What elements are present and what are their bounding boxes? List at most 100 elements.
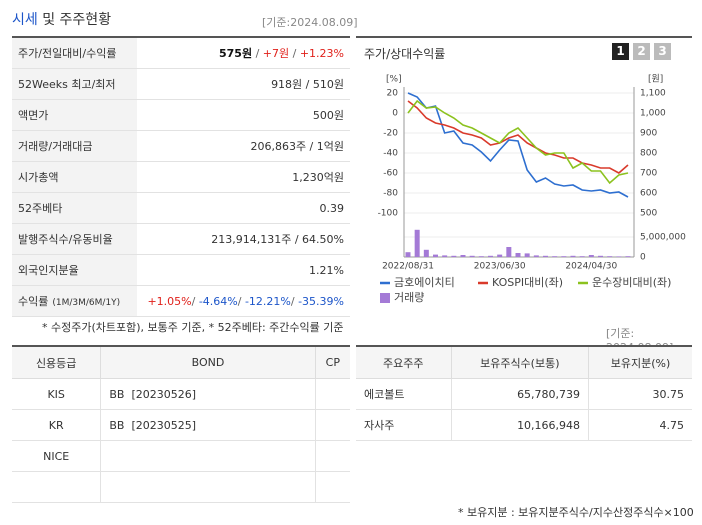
table-cell [100, 471, 316, 503]
value-part: -4.64% [198, 294, 238, 308]
volume-bar [561, 256, 567, 257]
row-value: 575원 / +7원 / +1.23% [137, 37, 350, 69]
row-value: +1.05%/ -4.64%/ -12.21%/ -35.39% [137, 285, 350, 317]
y2-tick-label: 800 [640, 149, 657, 159]
header-cell: CP [314, 346, 350, 379]
row-value: 0.39 [137, 192, 350, 224]
table-row: KIS BB [20230526] [12, 378, 350, 410]
legend-label: 거래량 [394, 291, 424, 304]
volume-bar [533, 255, 539, 257]
table-cell [314, 471, 350, 503]
chart-tab[interactable]: 1 [612, 43, 629, 60]
volume-bar [442, 255, 448, 257]
row-value: 500원 [137, 99, 350, 131]
summary-row: 발행주식수/유동비율 213,914,131주 / 64.50% [12, 223, 350, 255]
header-cell: 주요주주 [356, 346, 452, 379]
legend-label: 운수장비대비(좌) [592, 276, 671, 289]
row-value: 1.21% [137, 254, 350, 286]
row-value: 1,230억원 [137, 161, 350, 193]
table-row: NICE [12, 440, 350, 472]
legend-label: KOSPI대비(좌) [492, 276, 563, 289]
row-label: 발행주식수/유동비율 [12, 223, 137, 255]
label-text: 외국인지분율 [18, 264, 79, 277]
series-line [407, 92, 629, 198]
table-cell [100, 440, 316, 472]
volume-bar [497, 254, 503, 257]
table-cell: 에코볼트 [356, 378, 452, 410]
table-cell: 30.75 [588, 378, 692, 410]
chart: [%] [원] 20 0 -20 -40 -60 -80 -100 1,100 1,000 900 80… [378, 74, 687, 305]
header-title: 시세 및 주주현황 [12, 9, 111, 29]
x-tick-label: 2024/04/30 [565, 262, 617, 272]
value-part: 213,914,131주 / 64.50% [211, 233, 344, 246]
label-text: 발행주식수/유동비율 [18, 233, 113, 246]
table-row: 에코볼트 65,780,739 30.75 [356, 378, 692, 410]
volume-bar [524, 253, 530, 257]
row-label: 외국인지분율 [12, 254, 137, 286]
volume-bar [478, 256, 484, 257]
legend-label: 금호에이치티 [394, 276, 455, 289]
value-part: +1.05% [147, 294, 192, 308]
y2-tick-label: 900 [640, 129, 657, 139]
label-small: (1M/3M/6M/1Y) [52, 298, 121, 308]
y-tick-label: -60 [383, 169, 398, 179]
table-row: 자사주 10,166,948 4.75 [356, 409, 692, 441]
series-line [407, 99, 629, 185]
volume-tick-label: 0 [640, 253, 646, 263]
title-main: 시세 [12, 12, 38, 28]
value-part: 918원 / 510원 [271, 78, 344, 91]
label-text: 액면가 [18, 109, 49, 122]
summary-row: 52Weeks 최고/최저 918원 / 510원 [12, 68, 350, 100]
volume-bar [616, 256, 622, 257]
x-tick-label: 2022/08/31 [382, 262, 434, 272]
y-tick-label: 20 [387, 89, 399, 99]
holders-note: * 보유지분 : 보유지분주식수/지수산정주식수×100 [458, 506, 694, 519]
row-label: 거래량/거래대금 [12, 130, 137, 162]
volume-bar [598, 255, 603, 257]
table-cell: KR [12, 409, 101, 441]
volume-bar [588, 255, 594, 257]
summary-row: 수익률 (1M/3M/6M/1Y) +1.05%/ -4.64%/ -12.21%/… [12, 285, 350, 317]
summary-table: 주가/전일대비/수익률 575원 / +7원 / +1.23% 52Weeks 최고… [12, 36, 350, 317]
y-tick-label: -80 [383, 189, 398, 199]
value-part: / [290, 294, 299, 308]
label-text: 주가/전일대비/수익률 [18, 47, 117, 60]
table-cell [314, 409, 350, 441]
title-rest: 및 주주현황 [42, 12, 112, 28]
legend-swatch [380, 293, 390, 303]
label-text: 시가총액 [18, 171, 59, 184]
date-label: [기준:2024.08.09] [262, 16, 358, 29]
volume-tick-label: 5,000,000 [640, 233, 686, 243]
table-cell [12, 471, 101, 503]
label-text: 거래량/거래대금 [18, 140, 93, 153]
y2-tick-label: 1,100 [640, 89, 666, 99]
value-part: / [191, 294, 199, 308]
volume-bar [543, 255, 548, 257]
y-tick-label: -100 [378, 209, 399, 219]
row-label: 52주베타 [12, 192, 137, 224]
row-label: 시가총액 [12, 161, 137, 193]
chart-tab[interactable]: 3 [654, 43, 671, 60]
y-axis-label: [%] [386, 75, 402, 85]
table-cell: 4.75 [588, 409, 692, 441]
value-part: 500원 [312, 109, 344, 122]
header-cell: 신용등급 [12, 346, 101, 379]
chart-panel [356, 36, 692, 316]
table-row [12, 471, 350, 503]
y2-tick-label: 500 [640, 209, 657, 219]
table-cell: KIS [12, 378, 101, 410]
value-part: -12.21% [244, 294, 291, 308]
header-cell: 보유주식수(보통) [450, 346, 589, 379]
volume-bar [414, 229, 420, 257]
row-value: 206,863주 / 1억원 [137, 130, 350, 162]
table-cell [314, 378, 350, 410]
value-part: / [289, 47, 300, 60]
chart-tab[interactable]: 2 [633, 43, 650, 60]
volume-bar [579, 256, 585, 257]
y2-tick-label: 1,000 [640, 109, 666, 119]
y-tick-label: -20 [383, 129, 398, 139]
header-row: 신용등급 BOND CP [12, 346, 350, 379]
row-value: 918원 / 510원 [137, 68, 350, 100]
